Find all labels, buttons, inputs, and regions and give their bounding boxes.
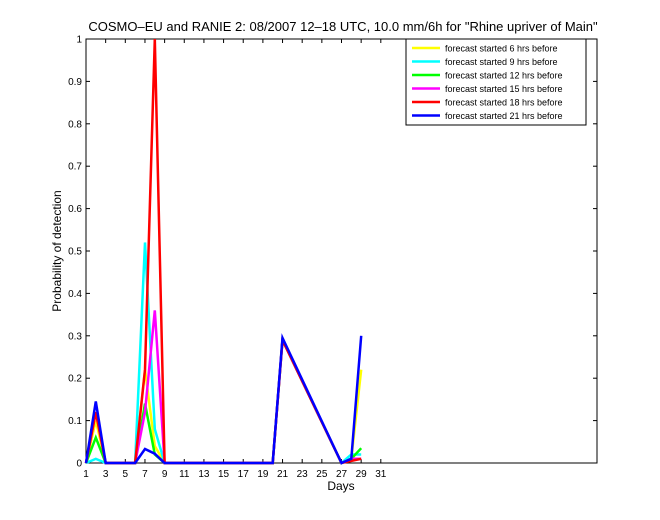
legend: forecast started 6 hrs before forecast st…: [405, 38, 587, 126]
x-tick-label: 17: [238, 469, 250, 480]
series-line-6: [84, 333, 363, 465]
y-tick-label: 0.4: [68, 289, 82, 300]
x-tick-label: 13: [198, 469, 210, 480]
y-tick-label: 0.6: [68, 204, 82, 215]
x-tick-label: 29: [356, 469, 368, 480]
x-axis-title: Days: [327, 479, 354, 493]
x-tick-label: 11: [179, 469, 190, 480]
y-tick-label: 0.9: [68, 77, 82, 88]
legend-label-1: forecast started 6 hrs before: [445, 44, 558, 54]
legend-box: [405, 38, 587, 126]
x-tick-label: 15: [218, 469, 230, 480]
x-tick-label: 5: [123, 469, 129, 480]
x-axis: 1 3 5 7 9 11 13 15 17 19 21 23 25 27 29 31: [83, 39, 387, 480]
y-tick-label: 1: [76, 35, 82, 46]
legend-label-3: forecast started 12 hrs before: [445, 71, 563, 81]
legend-label-5: forecast started 18 hrs before: [445, 98, 563, 108]
y-axis: 0 0.1 0.2 0.3 0.4 0.5 0.6 0.7 0.8 0.9 1: [68, 35, 597, 470]
y-tick-label: 0.8: [68, 119, 82, 130]
x-tick-label: 27: [336, 469, 348, 480]
y-axis-title: Probability of detection: [50, 190, 64, 311]
x-tick-label: 3: [103, 469, 109, 480]
y-tick-label: 0.3: [68, 331, 82, 342]
y-tick-label: 0.5: [68, 247, 82, 258]
legend-label-6: forecast started 21 hrs before: [445, 111, 563, 121]
legend-label-2: forecast started 9 hrs before: [445, 57, 558, 67]
y-tick-label: 0.1: [68, 416, 82, 427]
y-tick-label: 0.2: [68, 374, 82, 385]
x-tick-label: 7: [142, 469, 148, 480]
x-tick-label: 25: [316, 469, 328, 480]
x-tick-label: 19: [257, 469, 269, 480]
series-layer: [84, 38, 363, 466]
x-tick-label: 1: [83, 469, 89, 480]
x-tick-label: 21: [277, 469, 289, 480]
y-tick-label: 0.7: [68, 162, 82, 173]
chart-title: COSMO–EU and RANIE 2: 08/2007 12–18 UTC,…: [88, 19, 598, 34]
legend-label-4: forecast started 15 hrs before: [445, 84, 563, 94]
x-tick-label: 31: [375, 469, 387, 480]
y-tick-label: 0: [76, 459, 82, 470]
x-tick-label: 9: [162, 469, 168, 480]
x-tick-label: 23: [297, 469, 309, 480]
